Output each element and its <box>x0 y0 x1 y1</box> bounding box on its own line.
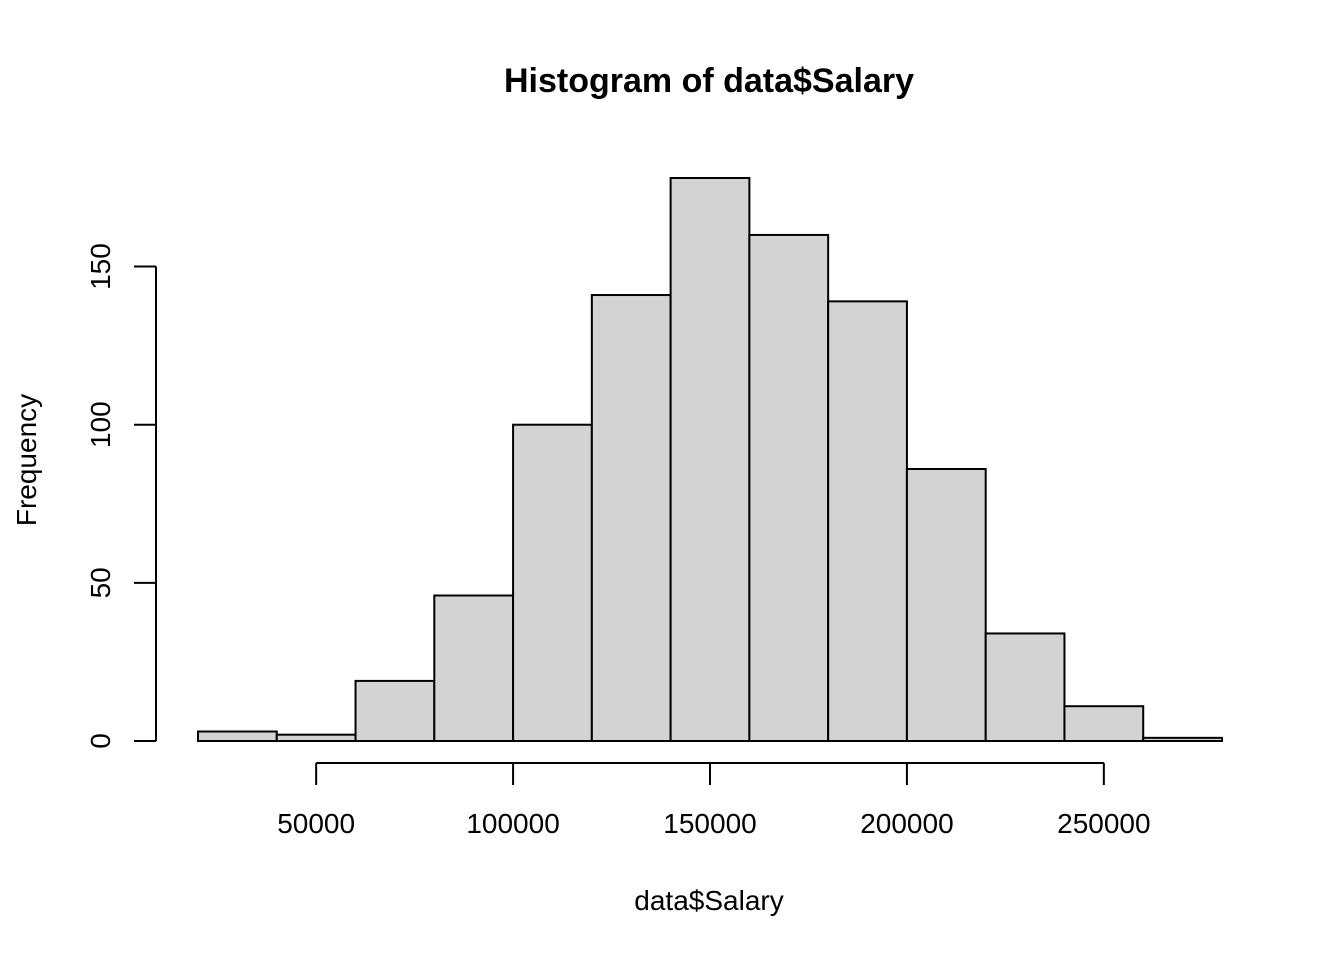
x-tick-label: 200000 <box>860 808 953 839</box>
histogram-bar <box>590 294 672 742</box>
histogram-bar <box>1142 736 1223 743</box>
chart-title: Histogram of data$Salary <box>504 62 914 100</box>
x-tick-label: 50000 <box>277 808 355 839</box>
histogram-bar <box>669 177 751 742</box>
histogram-bar <box>905 467 987 742</box>
histogram-bar <box>827 300 908 742</box>
histogram-bar <box>354 679 436 742</box>
histogram-bar <box>512 423 593 742</box>
histogram-bar <box>197 730 278 742</box>
x-tick-label: 250000 <box>1057 808 1150 839</box>
y-tick-label: 100 <box>85 401 116 448</box>
y-tick-label: 150 <box>85 243 116 290</box>
histogram-bar <box>433 594 515 742</box>
x-tick-label: 100000 <box>466 808 559 839</box>
x-axis: 50000 100000 150000 200000 250000 <box>277 762 1151 839</box>
histogram-bar <box>748 233 830 742</box>
histogram-bar <box>275 733 357 742</box>
x-axis-label: data$Salary <box>634 885 783 916</box>
y-tick-label: 0 <box>85 733 116 749</box>
y-axis: 0 50 100 150 <box>85 243 157 749</box>
histogram-bar <box>984 632 1066 743</box>
x-tick-label: 150000 <box>663 808 756 839</box>
y-axis-label: Frequency <box>11 394 42 526</box>
histogram-bar <box>1063 705 1145 743</box>
bars-group <box>197 177 1223 743</box>
y-tick-label: 50 <box>85 567 116 598</box>
